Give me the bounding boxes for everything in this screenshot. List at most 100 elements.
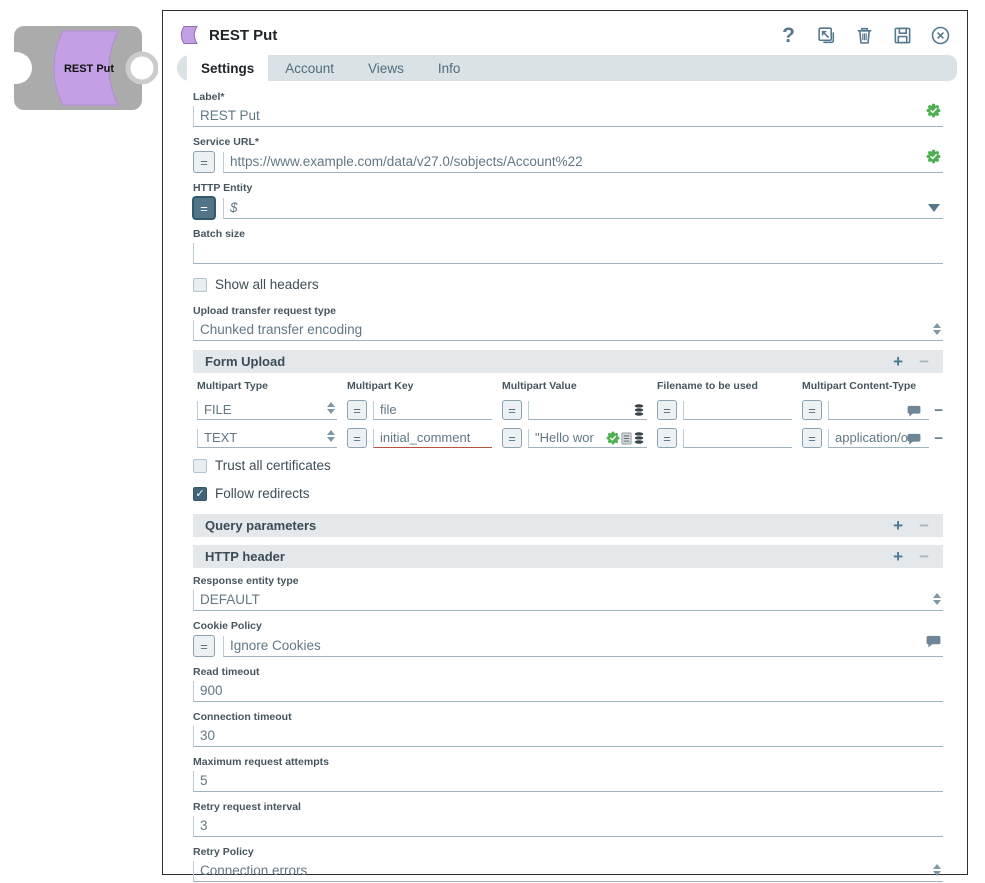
content-type-cell: = − xyxy=(802,428,943,448)
multipart-key-input[interactable] xyxy=(373,429,492,448)
filename-cell: = xyxy=(657,428,792,448)
retry-policy-select[interactable] xyxy=(193,861,943,882)
open-editor-icon[interactable] xyxy=(621,432,632,445)
help-icon[interactable]: ? xyxy=(782,23,795,47)
add-row-button[interactable]: + xyxy=(893,516,904,535)
filename-input[interactable] xyxy=(683,429,792,448)
connection-timeout-input[interactable] xyxy=(193,726,943,747)
field-read-timeout: Read timeout xyxy=(193,666,943,702)
valid-check-icon xyxy=(926,103,941,123)
section-title: Form Upload xyxy=(205,354,286,369)
multipart-key-cell: = xyxy=(347,428,492,448)
content-type-input[interactable] xyxy=(828,429,930,448)
multipart-type-cell xyxy=(197,400,337,420)
cookie-policy-input[interactable] xyxy=(223,636,943,657)
dropdown-arrow-icon[interactable] xyxy=(928,204,940,212)
multipart-value-cell: = xyxy=(502,428,647,448)
field-label-caption: Label* xyxy=(193,91,225,103)
max-attempts-input[interactable] xyxy=(193,771,943,792)
snap-settings-dialog: REST Put ? xyxy=(162,10,968,882)
delete-row-icon[interactable]: − xyxy=(934,402,943,419)
field-cookie-policy: Cookie Policy = xyxy=(193,620,943,657)
checkbox-follow-redirects[interactable]: ✓ Follow redirects xyxy=(193,486,943,501)
suggest-icon[interactable] xyxy=(633,403,645,417)
expression-toggle[interactable]: = xyxy=(193,151,215,173)
http-entity-input[interactable] xyxy=(223,198,943,219)
read-timeout-input[interactable] xyxy=(193,681,943,702)
tab-settings[interactable]: Settings xyxy=(187,55,269,81)
upload-transfer-select[interactable] xyxy=(193,320,943,341)
column-header: Filename to be used xyxy=(657,380,758,392)
expression-toggle[interactable]: = xyxy=(802,428,822,448)
spinner-icon[interactable] xyxy=(933,323,941,335)
field-response-entity-type: Response entity type xyxy=(193,575,943,611)
remove-row-button[interactable]: − xyxy=(919,516,929,535)
upload-transfer-caption: Upload transfer request type xyxy=(193,305,336,317)
expression-toggle-active[interactable]: = xyxy=(193,197,215,219)
batch-size-input[interactable] xyxy=(193,243,943,264)
expression-toggle[interactable]: = xyxy=(193,635,215,657)
valid-check-icon xyxy=(606,431,620,445)
spinner-icon[interactable] xyxy=(327,430,335,442)
snap-shape[interactable]: REST Put xyxy=(0,18,159,118)
expression-toggle[interactable]: = xyxy=(802,400,822,420)
service-url-input[interactable] xyxy=(223,152,943,173)
multipart-type-select[interactable] xyxy=(197,401,337,420)
save-icon[interactable] xyxy=(892,25,913,46)
field-retry-request-interval: Retry request interval xyxy=(193,801,943,837)
label-input[interactable] xyxy=(193,106,943,127)
valid-check-icon xyxy=(926,149,941,169)
field-http-entity: HTTP Entity = xyxy=(193,182,943,219)
content-type-input[interactable] xyxy=(828,401,930,420)
response-entity-select[interactable] xyxy=(193,590,943,611)
comment-bubble-icon[interactable] xyxy=(907,405,921,417)
popout-icon[interactable] xyxy=(816,25,837,46)
multipart-value-input[interactable] xyxy=(528,401,647,420)
remove-row-button[interactable]: − xyxy=(919,547,929,566)
dialog-toolbar: ? xyxy=(778,25,951,46)
multipart-key-input[interactable] xyxy=(373,401,492,420)
multipart-type-select[interactable] xyxy=(197,429,337,448)
expression-toggle[interactable]: = xyxy=(657,400,677,420)
spinner-icon[interactable] xyxy=(933,864,941,876)
delete-icon[interactable] xyxy=(854,25,875,46)
delete-row-icon[interactable]: − xyxy=(934,430,943,447)
add-row-button[interactable]: + xyxy=(893,547,904,566)
expression-toggle[interactable]: = xyxy=(502,428,522,448)
settings-content: Label* Service URL* = xyxy=(163,81,967,883)
checkbox-icon[interactable]: ✓ xyxy=(193,486,207,501)
remove-row-button[interactable]: − xyxy=(919,352,929,371)
checkbox-icon[interactable]: ✓ xyxy=(193,277,207,292)
checkbox-trust-certificates[interactable]: ✓ Trust all certificates xyxy=(193,458,943,473)
checkbox-show-all-headers[interactable]: ✓ Show all headers xyxy=(193,277,943,292)
expression-toggle[interactable]: = xyxy=(347,428,367,448)
filename-input[interactable] xyxy=(683,401,792,420)
snap-mini-icon xyxy=(180,26,198,44)
field-max-request-attempts: Maximum request attempts xyxy=(193,756,943,792)
tab-account[interactable]: Account xyxy=(285,60,335,76)
dialog-header: REST Put ? xyxy=(163,11,967,51)
checkbox-icon[interactable]: ✓ xyxy=(193,458,207,473)
tab-info[interactable]: Info xyxy=(437,60,461,76)
spinner-icon[interactable] xyxy=(933,593,941,605)
snap-shape-icon: REST Put xyxy=(0,26,159,110)
batch-size-caption: Batch size xyxy=(193,228,245,240)
comment-bubble-icon[interactable] xyxy=(907,433,921,445)
field-label: Label* xyxy=(193,91,943,127)
response-entity-caption: Response entity type xyxy=(193,575,299,587)
tab-views[interactable]: Views xyxy=(368,60,404,76)
section-http-header: HTTP header + − xyxy=(193,545,943,568)
expression-toggle[interactable]: = xyxy=(347,400,367,420)
expression-toggle[interactable]: = xyxy=(502,400,522,420)
form-upload-table: Multipart Type Multipart Key Multipart V… xyxy=(197,380,943,448)
multipart-key-cell: = xyxy=(347,400,492,420)
comment-bubble-icon[interactable] xyxy=(926,635,941,648)
spinner-icon[interactable] xyxy=(327,402,335,414)
expression-toggle[interactable]: = xyxy=(657,428,677,448)
suggest-icon[interactable] xyxy=(633,431,645,445)
field-service-url: Service URL* = xyxy=(193,136,943,173)
close-icon[interactable] xyxy=(930,25,951,46)
retry-interval-input[interactable] xyxy=(193,816,943,837)
field-retry-policy: Retry Policy xyxy=(193,846,943,882)
add-row-button[interactable]: + xyxy=(893,352,904,371)
